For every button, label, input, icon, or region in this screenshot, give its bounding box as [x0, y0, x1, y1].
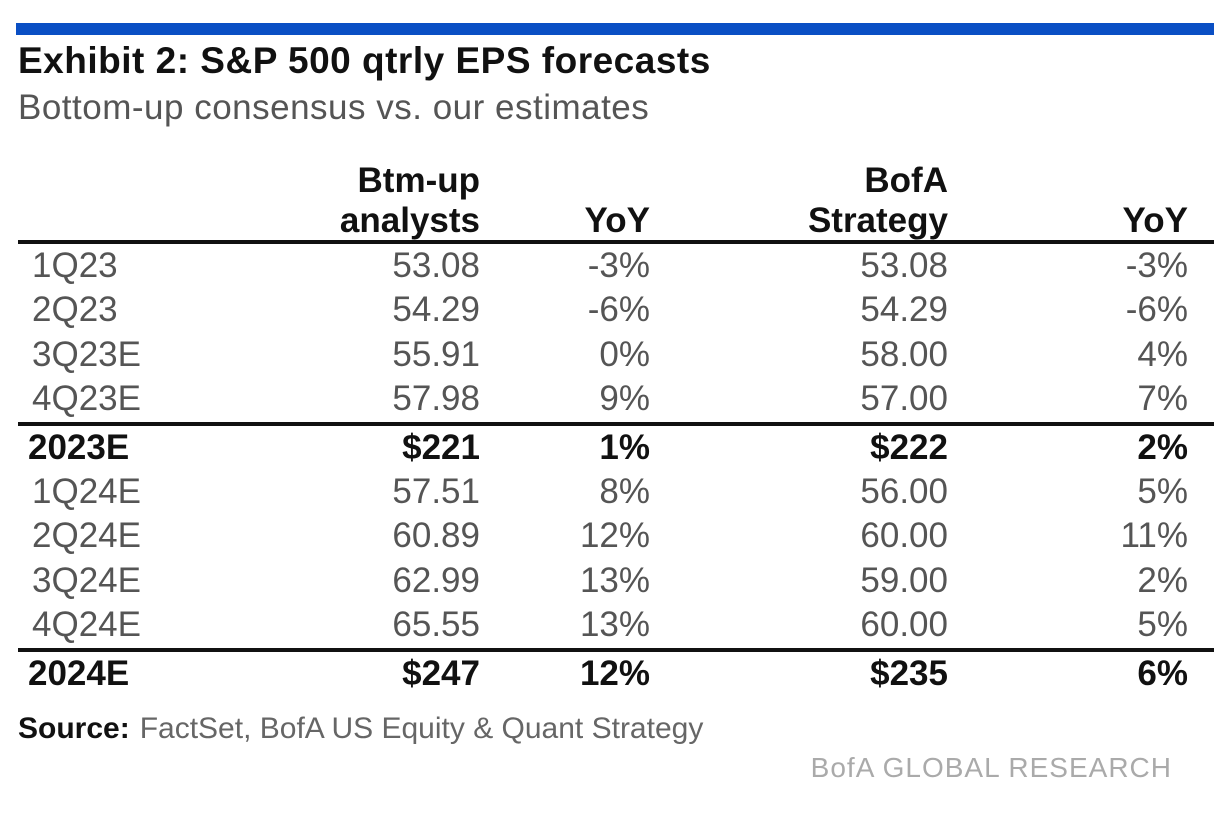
btm-up-value: 57.98	[392, 379, 480, 419]
exhibit-title: Exhibit 2: S&P 500 qtrly EPS forecasts	[18, 40, 711, 81]
row-label: 4Q23E	[32, 379, 141, 419]
row-label: 1Q23	[32, 246, 118, 285]
btm-up-yoy: 13%	[579, 605, 650, 645]
table-header: Btm-up analysts YoY BofA Strategy YoY	[18, 160, 1214, 244]
table-row: 2Q23 54.29 -6% 54.29 -6%	[18, 288, 1214, 332]
bofa-value: 53.08	[860, 246, 948, 285]
bofa-yoy: -6%	[1125, 290, 1188, 330]
table-row: 4Q23E 57.98 9% 57.00 7%	[18, 377, 1214, 421]
btm-up-yoy: 9%	[599, 379, 650, 419]
btm-up-value: 60.89	[392, 516, 480, 556]
table-row: 4Q24E 65.55 13% 60.00 5%	[18, 603, 1214, 647]
source-text: FactSet, BofA US Equity & Quant Strategy	[139, 712, 704, 745]
exhibit-subtitle: Bottom-up consensus vs. our estimates	[18, 88, 650, 127]
source-label: Source:	[18, 712, 130, 745]
bofa-yoy: 2%	[1137, 560, 1188, 600]
row-label: 2023E	[28, 427, 130, 467]
table-row: 3Q23E 55.91 0% 58.00 4%	[18, 333, 1214, 377]
row-label: 2Q24E	[32, 516, 141, 556]
btm-up-value: 53.08	[392, 246, 480, 285]
btm-up-value: 57.51	[392, 471, 480, 511]
header-bofa-line1: BofA	[864, 161, 948, 200]
bofa-yoy: 5%	[1137, 471, 1188, 511]
bofa-yoy: 11%	[1120, 516, 1188, 556]
brand-logo-text: BofA GLOBAL RESEARCH	[810, 752, 1172, 783]
btm-up-value: 62.99	[392, 560, 480, 600]
bofa-value: $222	[870, 427, 948, 467]
btm-up-value: 65.55	[392, 605, 480, 645]
eps-table: Btm-up analysts YoY BofA Strategy YoY 1Q…	[18, 160, 1214, 696]
btm-up-yoy: 12%	[579, 653, 650, 693]
bofa-value: 58.00	[860, 334, 948, 374]
source-note: Source: FactSet, BofA US Equity & Quant S…	[18, 712, 703, 746]
bofa-yoy: 5%	[1137, 605, 1188, 645]
header-btm-up-line2: analysts	[339, 201, 480, 240]
table-row: 3Q24E 62.99 13% 59.00 2%	[18, 559, 1214, 603]
bofa-value: 54.29	[860, 290, 948, 330]
btm-up-yoy: 0%	[599, 334, 650, 374]
row-label: 4Q24E	[32, 605, 141, 645]
btm-up-value: 54.29	[392, 290, 480, 330]
btm-up-value: 55.91	[392, 334, 480, 374]
table-row-total: 2023E $221 1% $222 2%	[18, 421, 1214, 470]
bofa-value: 56.00	[860, 471, 948, 511]
row-label: 3Q23E	[32, 334, 141, 374]
table-row: 1Q23 53.08 -3% 53.08 -3%	[18, 244, 1214, 288]
header-btm-yoy: YoY	[584, 201, 650, 240]
btm-up-value: $247	[402, 653, 480, 693]
bofa-value: 57.00	[860, 379, 948, 419]
btm-up-yoy: 13%	[579, 560, 650, 600]
header-bofa-line2: Strategy	[807, 201, 948, 240]
btm-up-value: $221	[402, 427, 480, 467]
row-label: 2Q23	[32, 290, 118, 330]
btm-up-yoy: 1%	[599, 427, 650, 467]
header-bofa-yoy: YoY	[1122, 201, 1188, 240]
bofa-value: 59.00	[860, 560, 948, 600]
bofa-yoy: 4%	[1137, 334, 1188, 374]
bofa-yoy: 7%	[1137, 379, 1188, 419]
btm-up-yoy: -6%	[587, 290, 650, 330]
btm-up-yoy: -3%	[587, 246, 650, 285]
table-row: 2Q24E 60.89 12% 60.00 11%	[18, 514, 1214, 558]
bofa-yoy: -3%	[1125, 246, 1188, 285]
table-body: 1Q23 53.08 -3% 53.08 -3% 2Q23 54.29 -6% 54.29 -6%…	[18, 244, 1214, 696]
header-btm-up-line1: Btm-up	[357, 161, 480, 200]
row-label: 3Q24E	[32, 560, 141, 600]
bofa-yoy: 2%	[1137, 427, 1188, 467]
table-row: 1Q24E 57.51 8% 56.00 5%	[18, 470, 1214, 514]
btm-up-yoy: 12%	[579, 516, 650, 556]
row-label: 2024E	[28, 653, 130, 693]
bofa-yoy: 6%	[1137, 653, 1188, 693]
btm-up-yoy: 8%	[599, 471, 650, 511]
bofa-value: 60.00	[860, 605, 948, 645]
bofa-value: $235	[870, 653, 948, 693]
table-row-total: 2024E $247 12% $235 6%	[18, 647, 1214, 696]
row-label: 1Q24E	[32, 471, 141, 511]
accent-bar	[16, 23, 1214, 35]
bofa-value: 60.00	[860, 516, 948, 556]
